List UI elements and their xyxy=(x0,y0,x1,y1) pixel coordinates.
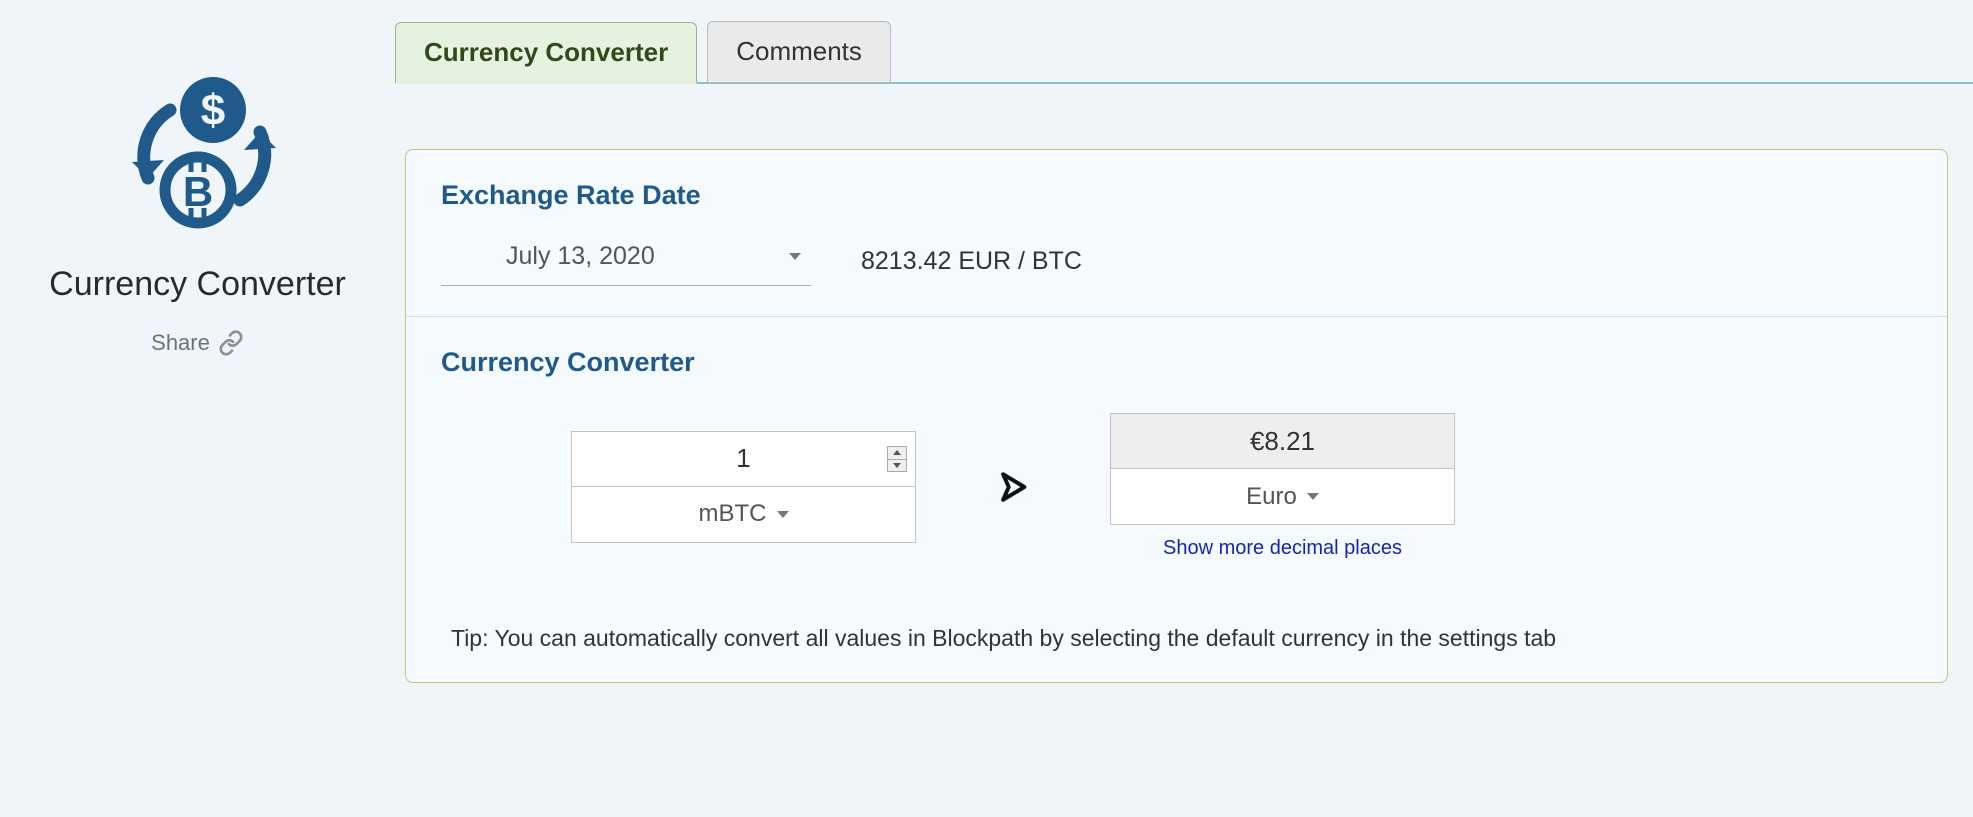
share-button[interactable]: Share xyxy=(151,329,244,356)
step-down-button[interactable] xyxy=(888,459,906,471)
tab-comments[interactable]: Comments xyxy=(707,21,891,83)
to-column: €8.21 Euro Show more decimal places xyxy=(1110,413,1455,560)
svg-text:$: $ xyxy=(200,86,224,135)
to-unit-select[interactable]: Euro xyxy=(1110,469,1455,525)
share-label: Share xyxy=(151,330,210,356)
main-content: Currency Converter Comments Exchange Rat… xyxy=(395,0,1973,703)
show-more-decimals-link[interactable]: Show more decimal places xyxy=(1110,537,1455,560)
tip-text: Tip: You can automatically convert all v… xyxy=(406,590,1947,682)
arrow-right-icon xyxy=(996,468,1030,506)
from-unit-select[interactable]: mBTC xyxy=(571,487,916,543)
date-value: July 13, 2020 xyxy=(506,242,655,271)
to-amount-output: €8.21 xyxy=(1110,413,1455,469)
date-select[interactable]: July 13, 2020 xyxy=(441,236,811,286)
converter-panel: Exchange Rate Date July 13, 2020 8213.42… xyxy=(405,149,1948,683)
step-up-button[interactable] xyxy=(888,447,906,459)
currency-exchange-icon: $ B xyxy=(118,70,278,245)
tabs: Currency Converter Comments xyxy=(395,20,1973,84)
to-unit-label: Euro xyxy=(1246,483,1297,511)
from-unit-label: mBTC xyxy=(699,500,767,528)
from-amount-input[interactable]: 1 xyxy=(571,431,916,487)
chevron-down-icon xyxy=(1307,493,1319,500)
page-title: Currency Converter xyxy=(0,265,395,304)
link-icon xyxy=(218,329,244,356)
chevron-down-icon xyxy=(777,511,789,518)
svg-text:B: B xyxy=(182,168,212,215)
sidebar: $ B Currency Converter Share xyxy=(0,0,395,356)
converter-heading: Currency Converter xyxy=(441,347,1912,378)
chevron-down-icon xyxy=(789,253,801,260)
tab-currency-converter[interactable]: Currency Converter xyxy=(395,22,697,84)
to-amount-value: €8.21 xyxy=(1250,426,1315,457)
from-amount-value: 1 xyxy=(736,443,750,474)
from-column: 1 mBTC xyxy=(571,431,916,543)
converter-section: Currency Converter 1 mBTC xyxy=(406,316,1947,590)
exchange-rate-value: 8213.42 EUR / BTC xyxy=(861,247,1082,276)
amount-stepper[interactable] xyxy=(887,446,907,472)
exchange-rate-section: Exchange Rate Date July 13, 2020 8213.42… xyxy=(406,150,1947,316)
exchange-rate-heading: Exchange Rate Date xyxy=(441,180,1912,211)
